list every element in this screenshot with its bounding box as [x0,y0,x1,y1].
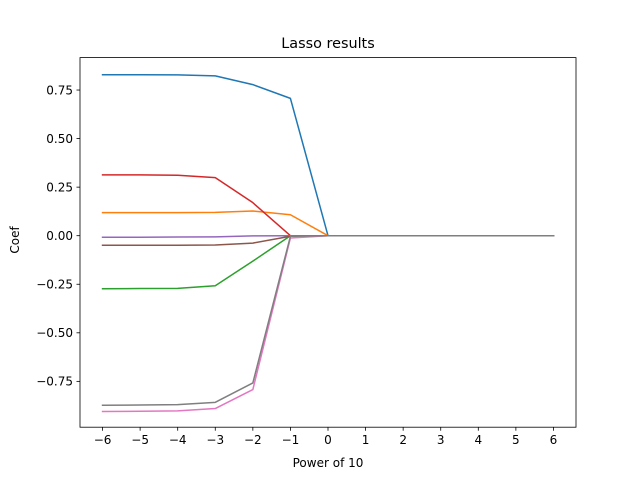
x-tick-label: −3 [206,433,224,447]
x-tick-label: 5 [512,433,520,447]
plot-area: −6 −5 −4 −3 −2 −1 0 1 2 3 4 5 6 −0.75 −0.50 −0.25 0.00 0.… [36,57,577,447]
series-line-8 [101,234,555,407]
x-axis-label: Power of 10 [293,456,364,470]
y-tick-label: −0.25 [36,278,73,292]
x-tick-label: 0 [324,433,332,447]
x-tick-label: −6 [94,433,112,447]
x-tick-label: 2 [399,433,407,447]
x-tick-label: −4 [169,433,187,447]
chart-title: Lasso results [281,36,374,52]
x-tick-label: 1 [362,433,370,447]
y-tick-label: 0.50 [46,132,73,146]
x-tick-label: 6 [550,433,558,447]
y-tick-label: 0.00 [46,229,73,243]
y-axis-label: Coef [8,226,22,254]
y-tick-label: 0.25 [46,180,73,194]
x-tick-label: −2 [244,433,262,447]
y-tick-label: −0.75 [36,375,73,389]
x-tick-label: 4 [474,433,482,447]
y-tick-label: −0.50 [36,326,73,340]
x-tick-label: −1 [282,433,300,447]
y-tick-label: 0.75 [46,83,73,97]
x-tick-label: −5 [131,433,149,447]
x-tick-label: 3 [437,433,445,447]
